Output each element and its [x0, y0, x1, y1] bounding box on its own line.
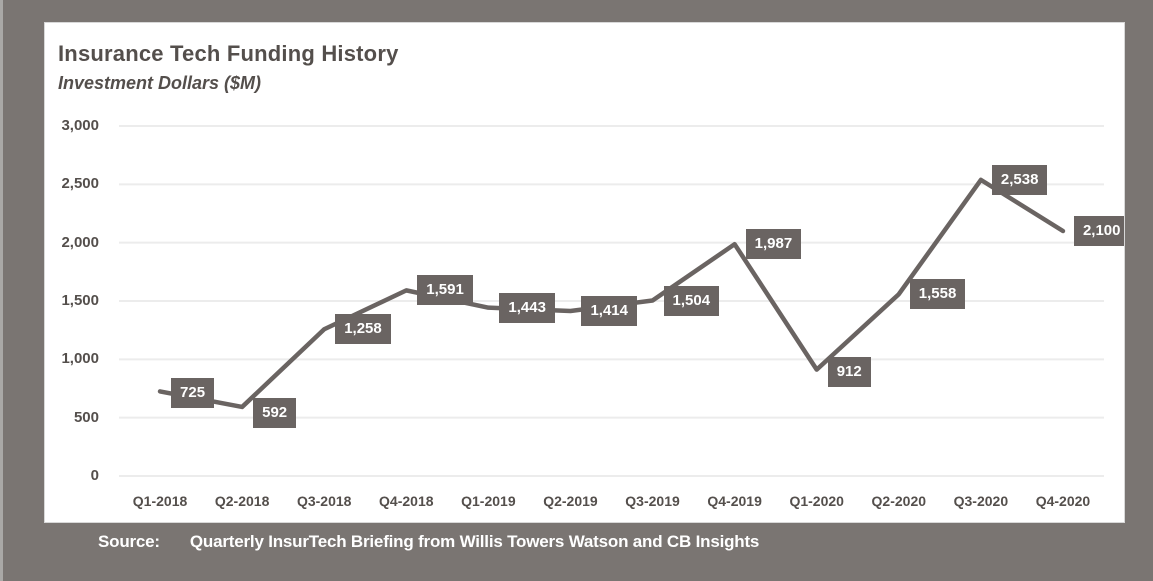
- x-tick-label: Q4-2019: [707, 493, 762, 509]
- data-label: 592: [253, 397, 297, 428]
- y-tick-label: 1,000: [61, 350, 99, 368]
- left-edge-highlight: [0, 0, 3, 581]
- data-label: 1,414: [581, 296, 637, 327]
- y-tick-label: 2,000: [61, 233, 99, 251]
- x-tick-label: Q2-2019: [543, 493, 598, 509]
- data-label: 1,591: [417, 275, 473, 306]
- data-label: 1,504: [663, 285, 720, 316]
- y-tick-label: 2,500: [61, 175, 99, 193]
- x-tick-label: Q2-2018: [214, 493, 270, 509]
- y-tick-label: 0: [90, 467, 99, 484]
- data-label: 1,443: [499, 292, 555, 323]
- source-line: Source: Quarterly InsurTech Briefing fro…: [98, 532, 759, 552]
- y-tick-label: 3,000: [61, 117, 99, 134]
- x-tick-label: Q2-2020: [871, 493, 927, 509]
- x-tick-label: Q3-2020: [953, 493, 1009, 509]
- data-label: 2,100: [1073, 216, 1124, 246]
- data-label: 912: [827, 356, 871, 387]
- x-tick-label: Q3-2019: [625, 493, 680, 509]
- source-prefix: Source:: [98, 532, 160, 551]
- line-chart-plot: [119, 125, 1104, 477]
- data-label: 1,558: [909, 279, 966, 310]
- x-tick-label: Q1-2018: [132, 493, 188, 509]
- source-text: Quarterly InsurTech Briefing from Willis…: [189, 532, 760, 551]
- x-tick-label: Q4-2018: [379, 493, 434, 509]
- x-tick-label: Q4-2020: [1035, 493, 1091, 509]
- data-label: 1,258: [335, 314, 391, 345]
- x-tick-label: Q1-2019: [461, 493, 516, 509]
- data-label: 725: [171, 378, 215, 409]
- chart-subtitle: Investment Dollars ($M): [58, 73, 262, 93]
- x-tick-label: Q3-2018: [296, 493, 352, 509]
- data-label: 1,987: [745, 229, 802, 260]
- x-tick-label: Q1-2020: [789, 493, 844, 509]
- y-tick-label: 1,500: [61, 292, 99, 309]
- y-tick-label: 500: [73, 408, 99, 426]
- chart-title: Insurance Tech Funding History: [58, 41, 399, 66]
- data-label: 2,538: [991, 164, 1048, 195]
- chart-panel: Insurance Tech Funding History Investmen…: [44, 22, 1125, 523]
